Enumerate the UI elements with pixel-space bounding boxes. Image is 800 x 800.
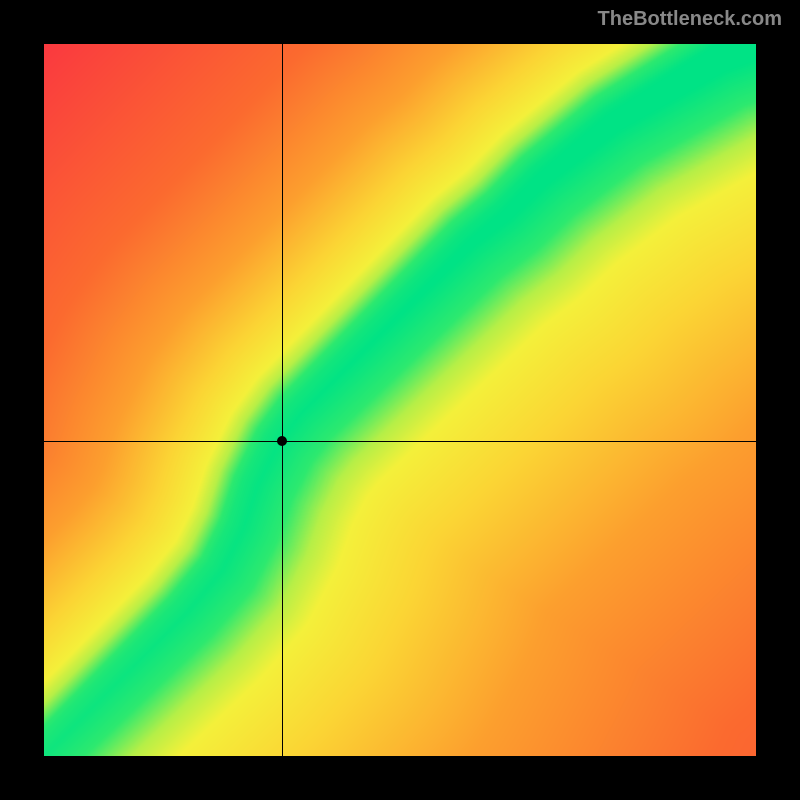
crosshair-horizontal [44, 441, 756, 442]
crosshair-marker [277, 436, 287, 446]
crosshair-vertical [282, 44, 283, 756]
heatmap-plot [44, 44, 756, 756]
heatmap-canvas [44, 44, 756, 756]
watermark-text: TheBottleneck.com [598, 8, 782, 31]
